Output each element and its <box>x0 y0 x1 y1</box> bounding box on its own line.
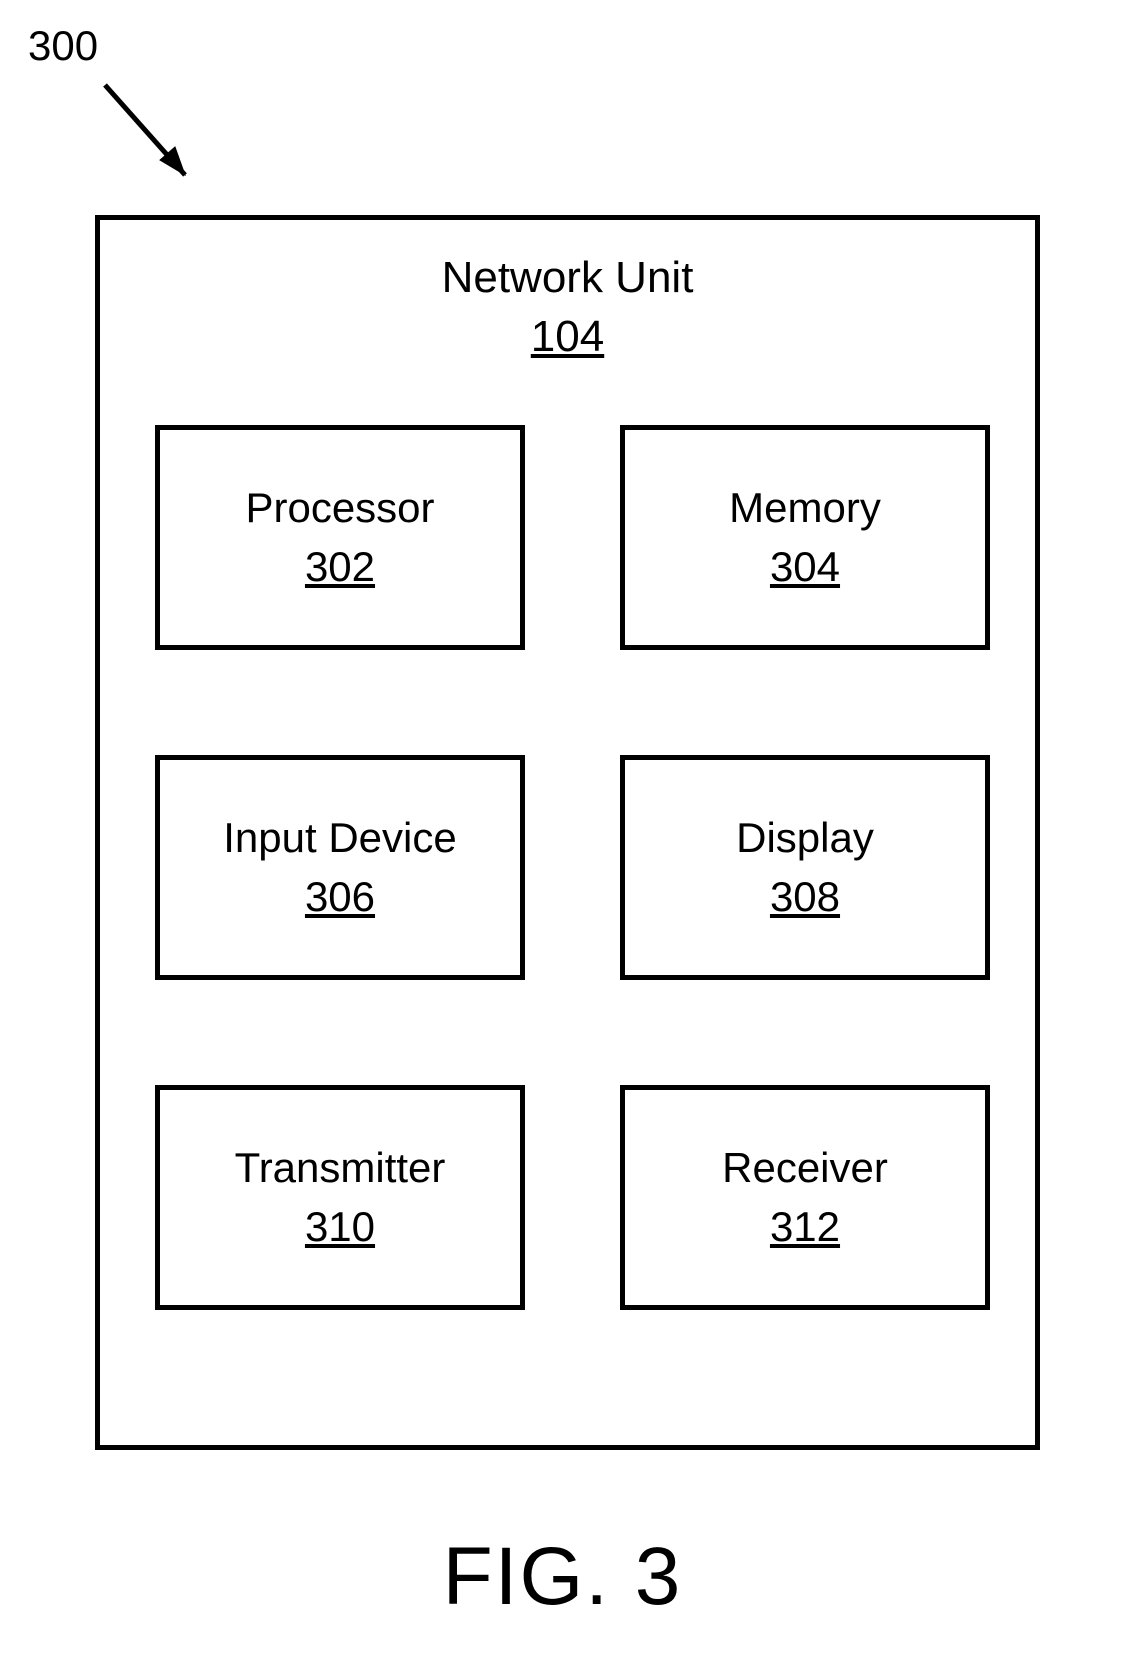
component-ref: 312 <box>770 1198 840 1257</box>
figure-caption: FIG. 3 <box>0 1530 1125 1624</box>
network-unit-ref: 104 <box>531 312 604 361</box>
component-box: Display308 <box>620 755 990 980</box>
component-grid: Processor302 Memory304 Input Device306 Disp… <box>155 425 990 1310</box>
figure-ref-label: 300 <box>28 22 98 70</box>
component-box: Transmitter310 <box>155 1085 525 1310</box>
component-ref: 308 <box>770 868 840 927</box>
component-ref: 306 <box>305 868 375 927</box>
component-label: Transmitter <box>235 1139 446 1198</box>
component-ref: 302 <box>305 538 375 597</box>
component-ref: 304 <box>770 538 840 597</box>
network-unit-title: Network Unit 104 <box>442 248 694 367</box>
component-box: Input Device306 <box>155 755 525 980</box>
component-label: Memory <box>729 479 881 538</box>
component-box: Processor302 <box>155 425 525 650</box>
component-label: Input Device <box>223 809 456 868</box>
component-label: Processor <box>245 479 434 538</box>
component-box: Receiver312 <box>620 1085 990 1310</box>
component-box: Memory304 <box>620 425 990 650</box>
arrow-head <box>160 147 185 175</box>
component-label: Receiver <box>722 1139 888 1198</box>
arrow-line <box>105 85 185 175</box>
component-ref: 310 <box>305 1198 375 1257</box>
network-unit-title-text: Network Unit <box>442 253 694 302</box>
component-label: Display <box>736 809 874 868</box>
